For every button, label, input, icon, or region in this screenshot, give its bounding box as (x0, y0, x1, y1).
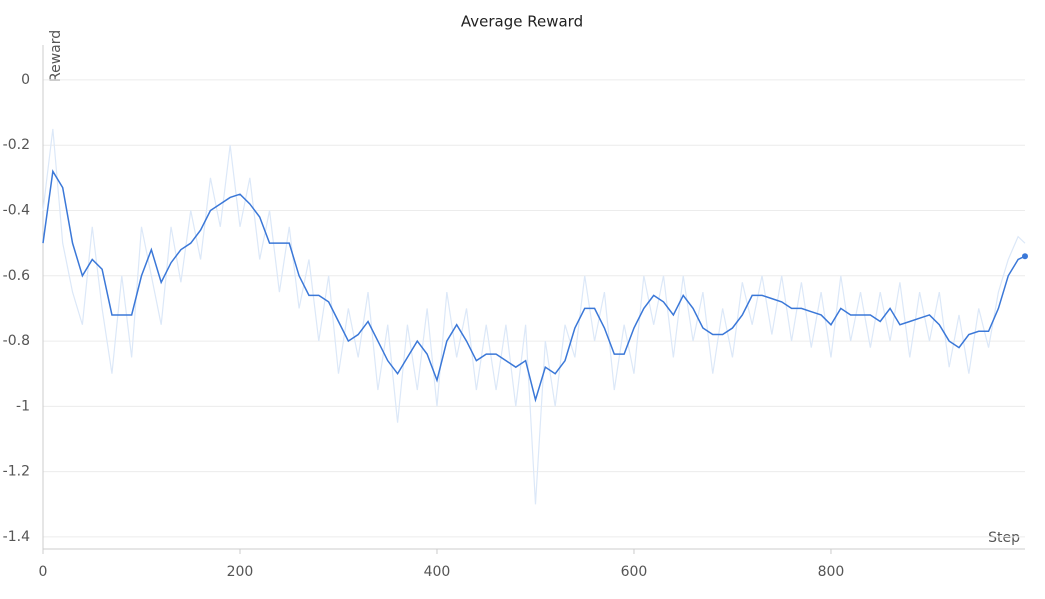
x-tick-label: 600 (621, 564, 648, 580)
x-axis-label: Step (988, 530, 1020, 546)
x-tick-label: 400 (424, 564, 451, 580)
series-line (42, 128, 1026, 505)
y-tick-label: -0.4 (3, 202, 30, 218)
y-tick-label: -1.2 (3, 464, 30, 480)
y-tick-label: -0.2 (3, 137, 30, 153)
y-tick-label: -0.6 (3, 268, 30, 284)
x-tick-label: 800 (818, 564, 845, 580)
y-axis-label: Reward (48, 30, 64, 82)
chart-title: Average Reward (461, 13, 583, 31)
end-point (1022, 253, 1028, 260)
y-tick-label: -1.4 (3, 529, 30, 545)
y-tick-label: -1 (16, 398, 30, 414)
series-line (42, 169, 1026, 403)
y-tick-label: 0 (21, 72, 30, 88)
x-tick-label: 0 (39, 564, 48, 580)
y-tick-label: -0.8 (3, 333, 30, 349)
x-tick-label: 200 (227, 564, 254, 580)
